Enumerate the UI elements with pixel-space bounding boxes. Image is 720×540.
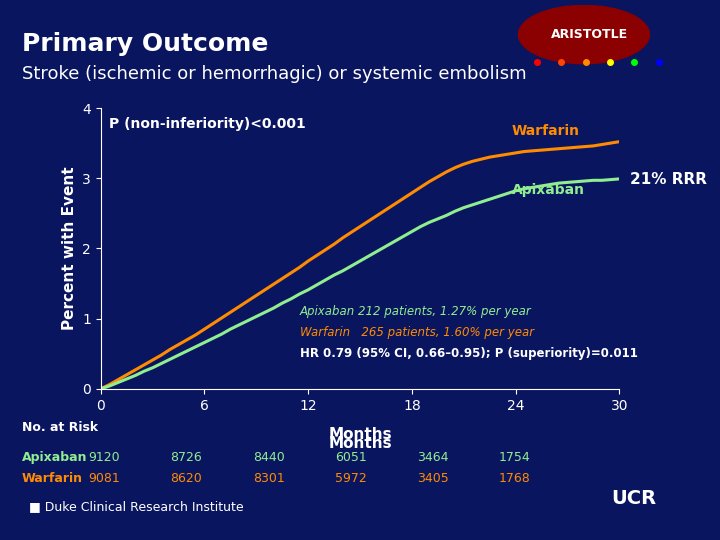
Text: Months: Months xyxy=(328,436,392,451)
Text: Warfarin   265 patients, 1.60% per year: Warfarin 265 patients, 1.60% per year xyxy=(300,326,534,339)
Text: 1754: 1754 xyxy=(499,451,531,464)
Text: 9081: 9081 xyxy=(89,472,120,485)
Text: 8620: 8620 xyxy=(171,472,202,485)
Text: 9120: 9120 xyxy=(89,451,120,464)
Text: HR 0.79 (95% CI, 0.66–0.95); P (superiority)=0.011: HR 0.79 (95% CI, 0.66–0.95); P (superior… xyxy=(300,347,637,360)
Text: Stroke (ischemic or hemorrhagic) or systemic embolism: Stroke (ischemic or hemorrhagic) or syst… xyxy=(22,65,526,83)
Text: P (non-inferiority)<0.001: P (non-inferiority)<0.001 xyxy=(109,117,306,131)
Text: 6051: 6051 xyxy=(335,451,366,464)
Ellipse shape xyxy=(518,5,649,64)
Text: Apixaban: Apixaban xyxy=(22,451,87,464)
Text: Months: Months xyxy=(328,427,392,442)
Text: Apixaban 212 patients, 1.27% per year: Apixaban 212 patients, 1.27% per year xyxy=(300,305,531,318)
Text: 8440: 8440 xyxy=(253,451,284,464)
Text: 8301: 8301 xyxy=(253,472,284,485)
Text: 21% RRR: 21% RRR xyxy=(630,172,707,187)
Text: 8726: 8726 xyxy=(171,451,202,464)
Text: Apixaban: Apixaban xyxy=(512,183,585,197)
Text: No. at Risk: No. at Risk xyxy=(22,421,98,434)
Text: 3405: 3405 xyxy=(417,472,449,485)
Text: 1768: 1768 xyxy=(499,472,531,485)
Text: Warfarin: Warfarin xyxy=(22,472,83,485)
Text: 5972: 5972 xyxy=(335,472,366,485)
Text: Warfarin: Warfarin xyxy=(512,124,580,138)
Text: Primary Outcome: Primary Outcome xyxy=(22,32,268,56)
Text: UCR: UCR xyxy=(611,489,656,508)
Text: ■ Duke Clinical Research Institute: ■ Duke Clinical Research Institute xyxy=(29,500,243,513)
Text: ARISTOTLE: ARISTOTLE xyxy=(551,28,628,41)
Y-axis label: Percent with Event: Percent with Event xyxy=(62,166,76,330)
Text: 3464: 3464 xyxy=(417,451,449,464)
